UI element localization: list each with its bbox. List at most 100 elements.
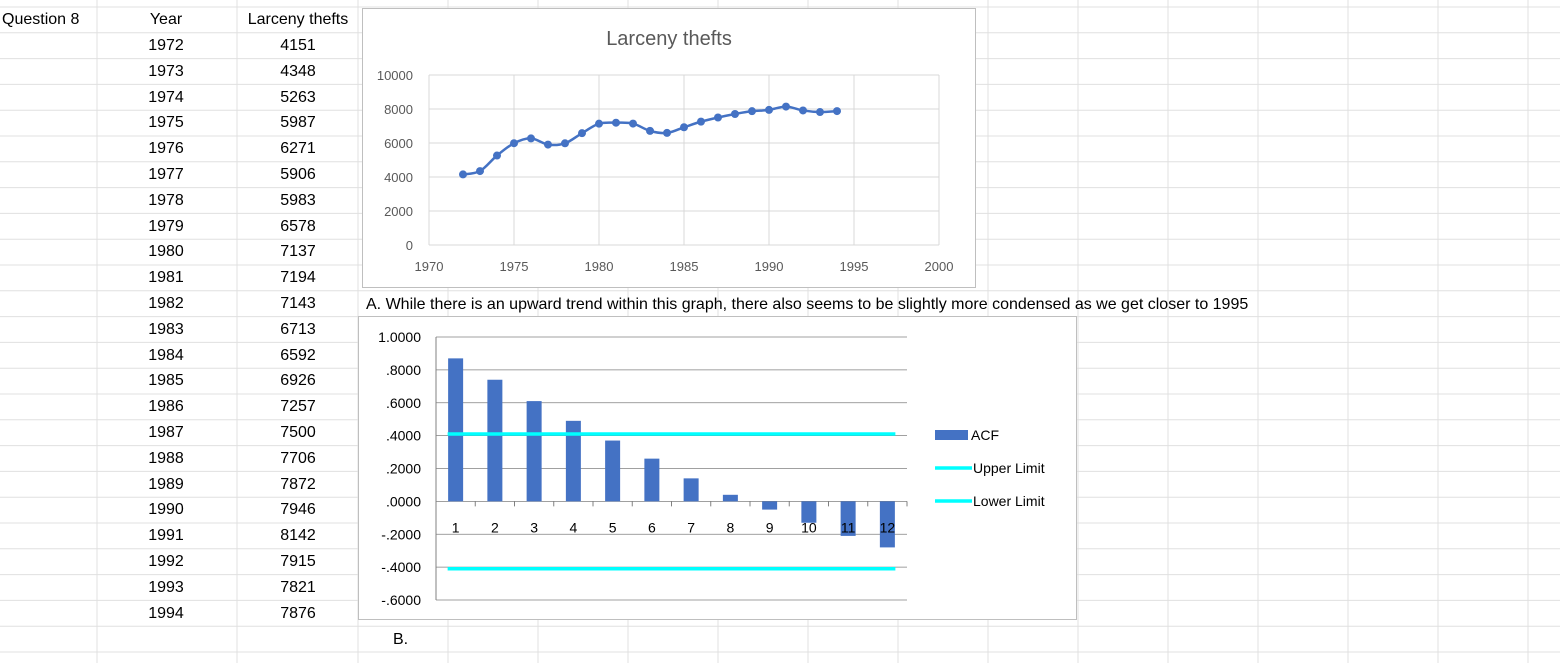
data-point	[816, 108, 824, 117]
year-cell[interactable]: 1983	[148, 320, 184, 338]
data-point	[544, 140, 552, 149]
acf-bar	[644, 458, 660, 502]
data-point	[765, 105, 773, 114]
data-point	[731, 109, 739, 118]
acf-chart[interactable]: 1.0000 .8000 .6000 .4000 .2000 .0000 -.2000 -.4…	[358, 316, 1077, 620]
thefts-cell[interactable]: 7500	[280, 424, 316, 441]
x-tick-label: 2	[491, 519, 499, 535]
x-tick-label: 11	[841, 519, 856, 535]
thefts-cell[interactable]: 5983	[280, 191, 316, 209]
answer-b-text[interactable]: B.	[393, 631, 409, 648]
year-cell[interactable]: 1974	[148, 88, 184, 106]
year-cell[interactable]: 1977	[148, 166, 184, 183]
year-cell[interactable]: 1989	[148, 475, 184, 493]
data-point	[510, 139, 518, 148]
thefts-cell[interactable]: 5263	[280, 88, 316, 106]
y-tick-label: .4000	[386, 428, 421, 444]
x-tick-label: 1980	[585, 259, 614, 274]
year-cell[interactable]: 1972	[148, 37, 184, 54]
year-cell[interactable]: 1986	[148, 398, 184, 416]
x-tick-label: 7	[687, 519, 695, 535]
year-cell[interactable]: 1982	[148, 295, 184, 312]
answer-a-text[interactable]: A. While there is an upward trend within…	[366, 296, 1249, 313]
year-cell[interactable]: 1990	[148, 501, 184, 519]
year-cell[interactable]: 1994	[148, 604, 184, 622]
thefts-cell[interactable]: 7143	[280, 295, 316, 312]
acf-bar	[801, 501, 817, 523]
year-cell[interactable]: 1991	[148, 527, 184, 545]
acf-bar	[879, 501, 895, 548]
thefts-cell[interactable]: 7876	[280, 604, 316, 622]
thefts-cell[interactable]: 7872	[280, 475, 316, 493]
y-tick-label: .0000	[386, 493, 421, 509]
year-cell[interactable]: 1980	[148, 243, 184, 261]
data-point	[697, 117, 705, 126]
thefts-cell[interactable]: 6578	[280, 217, 316, 235]
series-line	[462, 105, 838, 176]
y-tick-label: -.6000	[381, 592, 421, 608]
year-cell[interactable]: 1984	[148, 346, 184, 364]
data-point	[646, 126, 654, 135]
thefts-cell[interactable]: 6926	[280, 372, 316, 390]
data-point	[459, 170, 467, 179]
data-point	[714, 113, 722, 122]
legend-acf-label: ACF	[971, 427, 999, 443]
acf-bar	[840, 501, 856, 536]
x-tick-label: 9	[766, 519, 774, 535]
y-tick-label: -.4000	[381, 559, 421, 575]
thefts-cell[interactable]: 7706	[280, 449, 316, 467]
thefts-cell[interactable]: 7946	[280, 501, 316, 519]
x-tick-label: 2000	[925, 259, 954, 274]
year-cell[interactable]: 1979	[148, 217, 184, 235]
x-tick-label: 1985	[670, 259, 699, 274]
thefts-cell[interactable]: 6592	[280, 346, 316, 364]
y-tick-label: .6000	[386, 395, 421, 411]
data-point	[833, 107, 841, 116]
question-label[interactable]: Question 8	[2, 11, 80, 28]
y-tick-label: 8000	[384, 102, 413, 117]
data-point	[561, 139, 569, 148]
year-cell[interactable]: 1987	[148, 424, 184, 441]
thefts-cell[interactable]: 6713	[280, 320, 316, 338]
thefts-cell[interactable]: 7137	[280, 243, 316, 261]
data-point	[680, 123, 688, 132]
year-cell[interactable]: 1985	[148, 372, 184, 390]
acf-bar	[487, 379, 503, 502]
thefts-cell[interactable]: 4348	[280, 62, 316, 80]
thefts-cell[interactable]: 7821	[280, 578, 316, 596]
thefts-cell[interactable]: 4151	[280, 37, 316, 54]
acf-bar	[605, 440, 621, 502]
acf-bar	[683, 478, 699, 502]
data-point	[612, 118, 620, 127]
year-cell[interactable]: 1976	[148, 140, 184, 158]
line-chart[interactable]: Larceny thefts 0 2000 4000 6000 8000 10000 1970…	[362, 8, 976, 288]
thefts-cell[interactable]: 7257	[280, 398, 316, 416]
thefts-cell[interactable]: 7915	[280, 553, 316, 570]
year-cell[interactable]: 1981	[148, 269, 184, 287]
thefts-cell[interactable]: 5906	[280, 166, 316, 183]
y-tick-label: .8000	[386, 362, 421, 378]
year-cell[interactable]: 1993	[148, 578, 184, 596]
x-tick-label: 6	[648, 519, 656, 535]
header-larceny-thefts[interactable]: Larceny thefts	[247, 11, 349, 28]
thefts-cell[interactable]: 8142	[280, 527, 316, 545]
year-cell[interactable]: 1973	[148, 62, 184, 80]
year-cell[interactable]: 1978	[148, 191, 184, 209]
y-tick-label: 2000	[384, 204, 413, 219]
thefts-cell[interactable]: 7194	[280, 269, 316, 287]
year-cell[interactable]: 1988	[148, 449, 184, 467]
x-tick-label: 1	[452, 519, 460, 535]
y-tick-label: .2000	[386, 461, 421, 477]
acf-bar	[448, 358, 464, 502]
x-tick-label: 4	[569, 519, 577, 535]
header-year[interactable]: Year	[149, 11, 183, 28]
year-cell[interactable]: 1992	[148, 553, 184, 570]
data-point	[663, 128, 671, 137]
thefts-cell[interactable]: 6271	[280, 140, 316, 158]
year-cell[interactable]: 1975	[148, 114, 184, 132]
legend-acf-swatch	[935, 430, 968, 440]
y-tick-label: -.2000	[381, 526, 421, 542]
data-point	[527, 134, 535, 143]
acf-bar	[722, 494, 738, 502]
thefts-cell[interactable]: 5987	[280, 114, 316, 132]
